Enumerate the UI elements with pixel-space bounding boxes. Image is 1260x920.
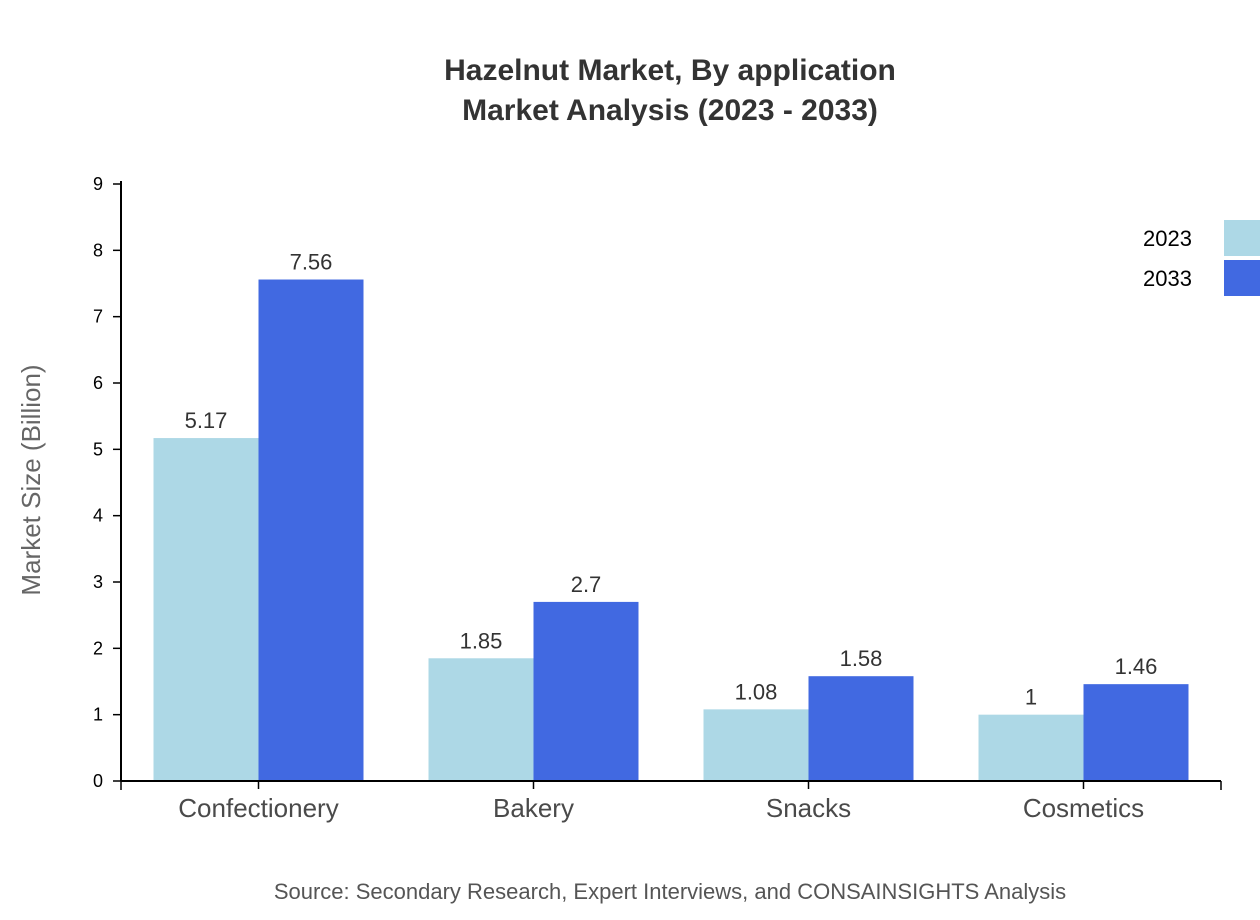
y-tick-label: 6: [93, 373, 103, 393]
axes-layer: Confectionery Bakery Snacks Cosmetics 0 1 2 3 4 5…: [93, 174, 1222, 823]
y-tick-label: 5: [93, 439, 103, 459]
legend-swatch-2033: [1224, 260, 1260, 296]
bar-snacks-2033: [808, 676, 914, 781]
source-note: Source: Secondary Research, Expert Inter…: [274, 879, 1066, 904]
y-tick-label: 4: [93, 506, 103, 526]
y-tick-label: 0: [93, 771, 103, 791]
bar-confectionery-2023: [153, 438, 259, 781]
bar-confectionery-2033: [258, 279, 364, 781]
x-tick-label-cosmetics: Cosmetics: [1023, 793, 1144, 823]
value-label-confectionery-2033: 7.56: [290, 250, 333, 275]
legend-label-2023: 2023: [1143, 226, 1192, 251]
x-tick-label-bakery: Bakery: [493, 793, 574, 823]
value-label-bakery-2023: 1.85: [460, 628, 503, 653]
x-tick-label-snacks: Snacks: [766, 793, 851, 823]
value-labels-layer: 5.17 7.56 1.85 2.7 1.08 1.58 1 1.46: [185, 250, 1158, 710]
chart-title: Hazelnut Market, By application: [444, 54, 896, 87]
y-axis-title: Market Size (Billion): [16, 364, 46, 595]
x-tick-label-confectionery: Confectionery: [178, 793, 338, 823]
bar-cosmetics-2023: [978, 714, 1084, 781]
value-label-bakery-2033: 2.7: [571, 572, 602, 597]
bar-bakery-2023: [428, 658, 534, 781]
y-tick-label: 1: [93, 705, 103, 725]
chart-subtitle: Market Analysis (2023 - 2033): [462, 94, 878, 127]
y-tick-label: 3: [93, 572, 103, 592]
legend-label-2033: 2033: [1143, 266, 1192, 291]
value-label-cosmetics-2033: 1.46: [1115, 654, 1158, 679]
bar-bakery-2033: [533, 601, 639, 781]
bar-cosmetics-2033: [1083, 684, 1189, 781]
legend-swatch-2023: [1224, 220, 1260, 256]
y-tick-label: 2: [93, 638, 103, 658]
value-label-cosmetics-2023: 1: [1025, 685, 1037, 710]
legend: 2023 2033: [1143, 220, 1260, 296]
bars-layer: [153, 279, 1189, 781]
y-tick-label: 8: [93, 240, 103, 260]
value-label-snacks-2023: 1.08: [735, 679, 778, 704]
bar-snacks-2023: [703, 709, 809, 781]
y-tick-label: 7: [93, 307, 103, 327]
value-label-confectionery-2023: 5.17: [185, 408, 228, 433]
value-label-snacks-2033: 1.58: [840, 646, 883, 671]
y-tick-label: 9: [93, 174, 103, 194]
